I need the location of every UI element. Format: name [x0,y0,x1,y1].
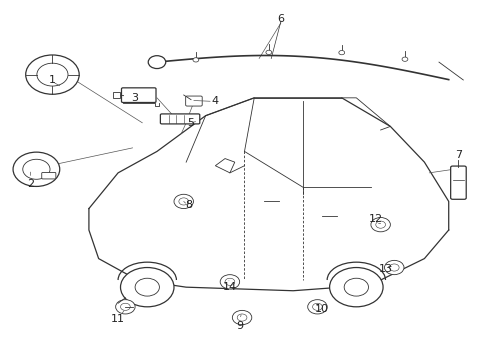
Circle shape [174,194,193,208]
Text: 2: 2 [27,179,34,189]
Circle shape [312,303,322,310]
Circle shape [401,57,407,61]
Text: 8: 8 [184,200,192,210]
FancyBboxPatch shape [41,172,56,179]
Circle shape [220,275,239,289]
Text: 11: 11 [111,314,125,324]
Text: 10: 10 [315,303,328,314]
Circle shape [37,63,68,86]
Text: 6: 6 [277,14,284,24]
Circle shape [179,198,188,205]
FancyBboxPatch shape [450,166,465,199]
Circle shape [237,314,246,321]
Circle shape [120,267,174,307]
Circle shape [265,50,271,54]
Text: 7: 7 [454,150,461,160]
Circle shape [375,221,385,228]
Circle shape [344,278,368,296]
Circle shape [370,217,389,232]
Polygon shape [215,158,234,173]
Circle shape [384,260,403,275]
Text: 3: 3 [131,93,138,103]
Circle shape [135,278,159,296]
Text: 12: 12 [368,214,382,224]
Circle shape [120,303,130,310]
Text: 9: 9 [236,321,243,331]
Circle shape [13,152,60,186]
Circle shape [329,267,382,307]
Text: 4: 4 [211,96,219,107]
FancyBboxPatch shape [185,96,202,106]
Circle shape [23,159,50,179]
Circle shape [26,55,79,94]
FancyBboxPatch shape [121,88,156,103]
Text: 1: 1 [49,75,56,85]
Circle shape [193,58,199,62]
Circle shape [148,56,165,68]
Circle shape [307,300,326,314]
Circle shape [338,50,344,55]
FancyBboxPatch shape [160,114,200,124]
Circle shape [388,264,398,271]
Text: 14: 14 [223,282,237,292]
Circle shape [232,310,251,325]
Circle shape [116,300,135,314]
Text: 5: 5 [187,118,194,128]
Circle shape [224,278,234,285]
Bar [113,93,120,98]
Text: 13: 13 [378,264,392,274]
